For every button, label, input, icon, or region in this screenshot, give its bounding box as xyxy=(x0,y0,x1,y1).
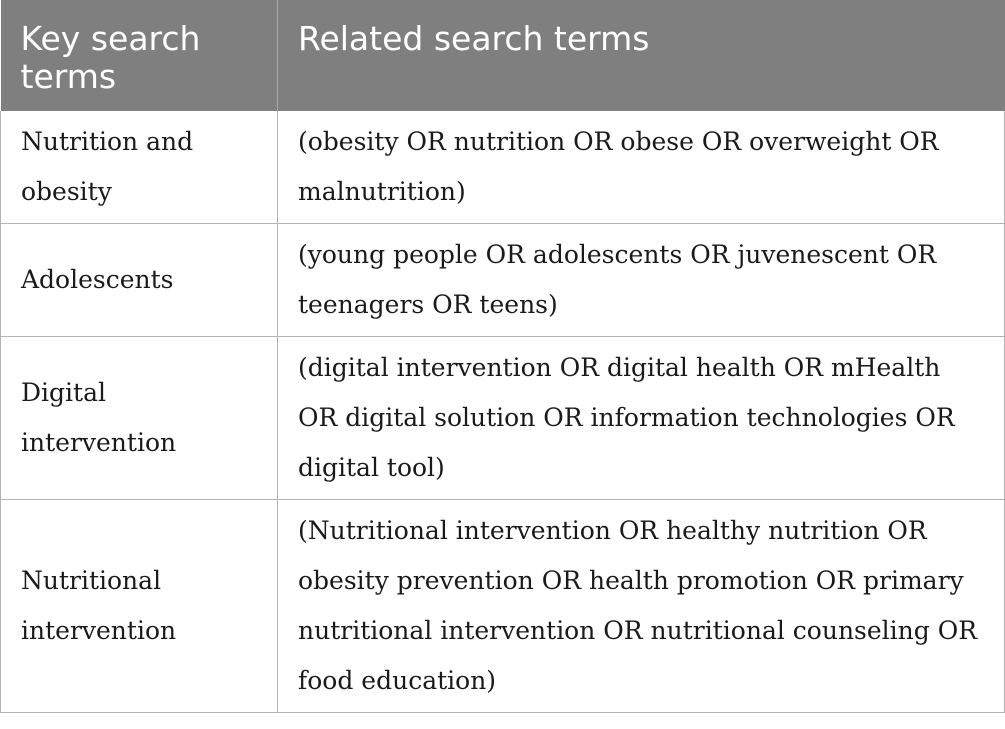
table-row: Adolescents (young people OR adolescents… xyxy=(0,223,1005,337)
table-header: Key search terms Related search terms xyxy=(0,0,1005,111)
table-body: Nutrition and obesity (obesity OR nutrit… xyxy=(0,111,1005,713)
table-row: Digital intervention (digital interventi… xyxy=(0,336,1005,500)
related-terms-cell: (young people OR adolescents OR juvenesc… xyxy=(277,223,1005,337)
related-terms-cell: (digital intervention OR digital health … xyxy=(277,336,1005,500)
key-term-cell: Adolescents xyxy=(0,223,278,337)
related-terms-cell: (obesity OR nutrition OR obese OR overwe… xyxy=(277,111,1005,224)
header-row: Key search terms Related search terms xyxy=(0,0,1005,111)
table-row: Nutritional intervention (Nutritional in… xyxy=(0,499,1005,713)
table-row: Nutrition and obesity (obesity OR nutrit… xyxy=(0,111,1005,224)
header-related-search-terms: Related search terms xyxy=(277,0,1005,111)
key-term-cell: Digital intervention xyxy=(0,336,278,500)
key-term-cell: Nutritional intervention xyxy=(0,499,278,713)
header-key-search-terms: Key search terms xyxy=(0,0,278,111)
search-terms-table: Key search terms Related search terms Nu… xyxy=(0,0,1005,713)
key-term-cell: Nutrition and obesity xyxy=(0,111,278,224)
related-terms-cell: (Nutritional intervention OR healthy nut… xyxy=(277,499,1005,713)
